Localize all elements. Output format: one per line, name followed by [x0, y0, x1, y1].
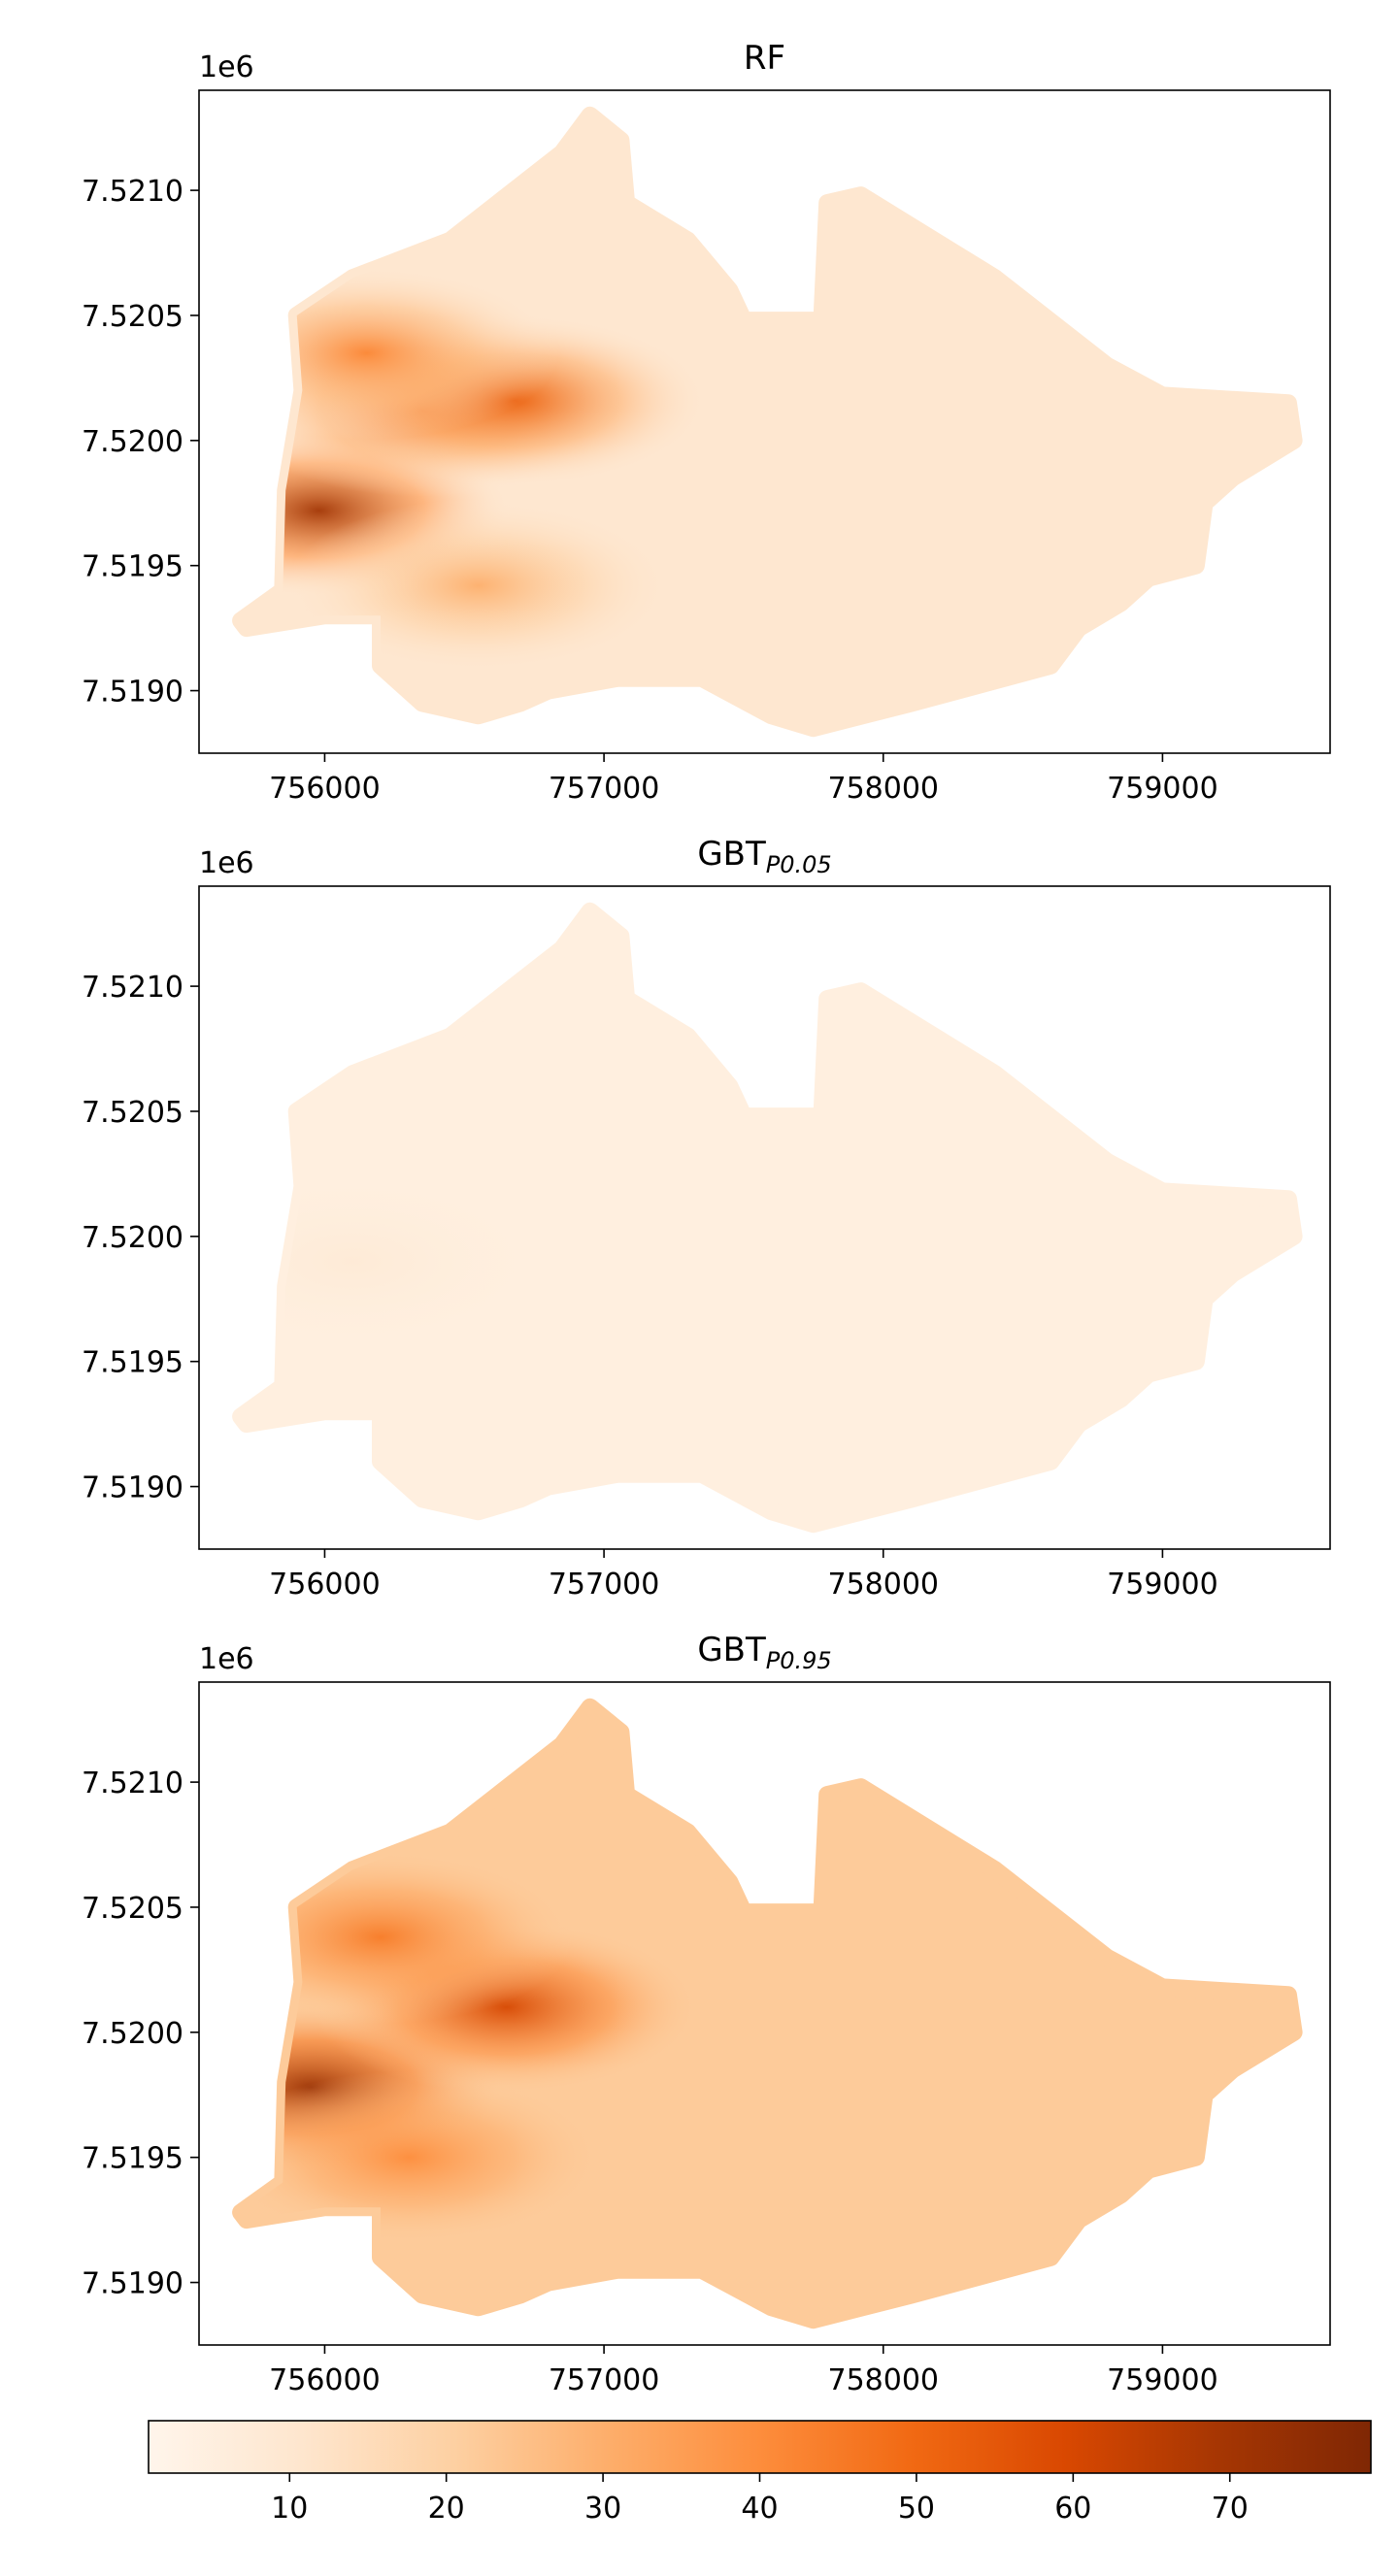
- colorbar-tick-label: 50: [898, 2492, 935, 2526]
- panel-1: 756000 757000 758000 759000 7.5190 7.5195 7.52…: [82, 39, 1331, 806]
- x-tick-label: 759000: [1107, 772, 1218, 806]
- y-tick-label: 7.5190: [82, 2267, 183, 2301]
- hotspot: [241, 1851, 574, 2024]
- y-tick-label: 7.5205: [82, 1892, 183, 1926]
- colorbar-tick-label: 10: [271, 2492, 308, 2526]
- y-tick-label: 7.5190: [82, 1471, 183, 1505]
- colorbar-tick-label: 60: [1054, 2492, 1091, 2526]
- colorbar-tick-label: 30: [584, 2492, 621, 2526]
- y-tick-label: 7.5210: [82, 971, 183, 1005]
- panel-3: 756000 757000 758000 759000 7.5190 7.5195 7.52…: [82, 1631, 1331, 2397]
- panel-title: GBTP0.05: [697, 835, 831, 878]
- y-tick-label: 7.5200: [82, 425, 183, 459]
- hotspot: [241, 266, 559, 440]
- x-tick-label: 758000: [827, 1568, 939, 1602]
- y-tick-label: 7.5205: [82, 300, 183, 334]
- x-tick-label: 759000: [1107, 1568, 1218, 1602]
- y-tick-label: 7.5195: [82, 550, 183, 584]
- axes-frame: [198, 885, 1331, 1550]
- heatmap-hotspots: [241, 266, 708, 673]
- x-tick-label: 759000: [1107, 2363, 1218, 2397]
- x-tick-label: 757000: [549, 1568, 660, 1602]
- y-tick-label: 7.5205: [82, 1096, 183, 1130]
- colorbar-tick-label: 70: [1212, 2492, 1249, 2526]
- x-tick-label: 757000: [549, 2363, 660, 2397]
- hotspot: [241, 2070, 601, 2244]
- y-tick-label: 7.5210: [82, 175, 183, 209]
- hotspot: [285, 499, 671, 673]
- y-tick-label: 7.5200: [82, 2017, 183, 2051]
- y-offset-label: 1e6: [199, 50, 254, 84]
- panel-2: 756000 757000 758000 759000 7.5190 7.5195 7.52…: [82, 835, 1331, 1602]
- y-tick-label: 7.5210: [82, 1767, 183, 1800]
- y-tick-label: 7.5195: [82, 1346, 183, 1380]
- axes-frame: [198, 89, 1331, 754]
- heatmap-area: [232, 902, 1303, 1534]
- colorbar-tick-label: 40: [741, 2492, 778, 2526]
- axes-frame: [198, 1681, 1331, 2346]
- colorbar-gradient: [148, 2420, 1372, 2474]
- y-offset-label: 1e6: [199, 1642, 254, 1676]
- heatmap-hotspots: [241, 1174, 546, 1348]
- x-tick-label: 756000: [269, 1568, 381, 1602]
- y-tick-label: 7.5195: [82, 2142, 183, 2176]
- colorbar: 10 20 30 40 50 60 70: [148, 2420, 1372, 2526]
- y-tick-label: 7.5200: [82, 1221, 183, 1255]
- hotspot: [241, 1174, 546, 1348]
- x-tick-label: 757000: [549, 772, 660, 806]
- x-tick-label: 758000: [827, 2363, 939, 2397]
- panel-title: GBTP0.95: [697, 1631, 831, 1674]
- x-tick-label: 758000: [827, 772, 939, 806]
- y-offset-label: 1e6: [199, 846, 254, 880]
- x-tick-label: 756000: [269, 772, 381, 806]
- colorbar-tick-label: 20: [428, 2492, 465, 2526]
- y-tick-label: 7.5190: [82, 676, 183, 710]
- x-tick-label: 756000: [269, 2363, 381, 2397]
- panel-title: RF: [744, 39, 785, 78]
